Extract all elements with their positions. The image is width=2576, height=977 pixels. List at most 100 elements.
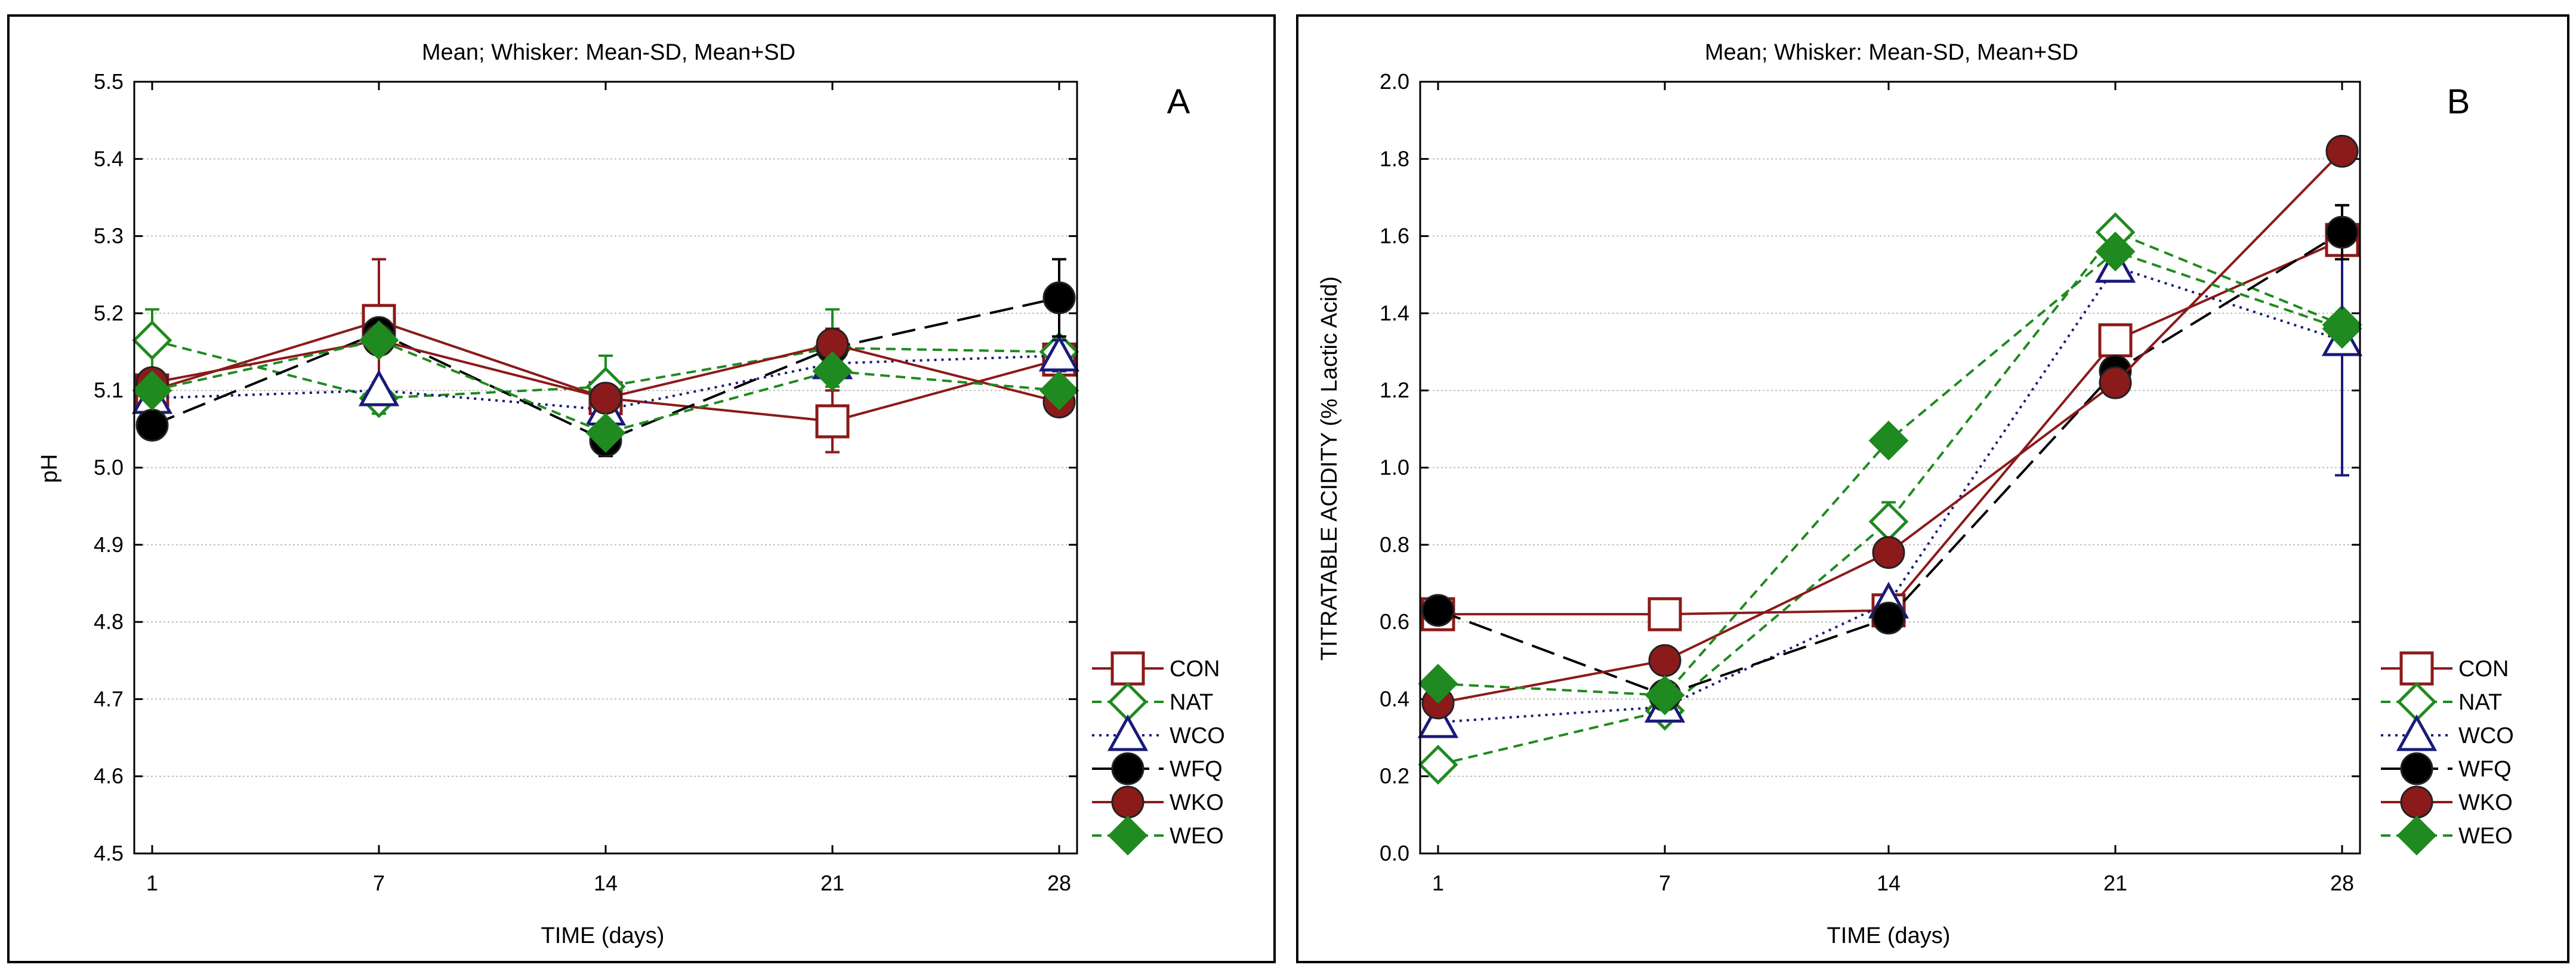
ytick-label: 1.2 <box>1380 378 1409 402</box>
panel-a-xlabel: TIME (days) <box>541 923 665 948</box>
data-point-wko <box>2099 366 2132 399</box>
xtick-label: 21 <box>2103 871 2127 895</box>
panel-b-ylabel: TITRATABLE ACIDITY (% Lactic Acid) <box>1317 276 1342 661</box>
legend-item-weo: WEO <box>1092 815 1224 856</box>
legend-label: NAT <box>2458 690 2502 715</box>
data-point-wko <box>1872 536 1905 569</box>
panel-a: Mean; Whisker: Mean-SD, Mean+SD A TIME (… <box>7 14 1276 963</box>
data-point-wfq <box>1042 281 1076 315</box>
data-point-weo <box>1868 420 1909 461</box>
legend-marker <box>2399 651 2434 686</box>
ytick-label: 1.0 <box>1380 455 1409 480</box>
xtick-label: 14 <box>594 871 618 895</box>
legend-label: WCO <box>1170 723 1225 748</box>
data-point-con <box>2098 323 2133 357</box>
legend-label: WCO <box>2458 723 2514 748</box>
legend-label: NAT <box>1170 690 1213 715</box>
panel-b-yticks: 0.0 0.2 0.4 0.6 0.8 1.0 1.2 1.4 1.6 1.8 2.0 <box>1380 69 2360 865</box>
series-line-wco <box>152 355 1060 411</box>
data-point-wco <box>1417 701 1459 738</box>
legend-label: WEO <box>2458 824 2513 849</box>
legend-marker <box>2400 785 2433 819</box>
legend-item-con: CON <box>2381 651 2509 686</box>
legend-marker <box>1111 785 1144 819</box>
data-point-weo <box>2322 309 2362 349</box>
ytick-label: 0.6 <box>1380 609 1409 634</box>
ytick-label: 5.4 <box>94 146 124 171</box>
data-point-con <box>815 404 850 439</box>
legend-label: WKO <box>1170 790 1224 815</box>
panel-b-frame <box>1296 14 2569 963</box>
legend-item-con: CON <box>1092 651 1220 686</box>
data-point-wko <box>589 381 622 415</box>
panel-b-letter: B <box>2447 82 2470 121</box>
ytick-label: 2.0 <box>1380 69 1409 94</box>
legend-marker <box>1107 714 1149 751</box>
panel-b-legend: CON NAT WCO WFQ WKO WEO <box>2381 651 2514 856</box>
legend-item-weo: WEO <box>2381 815 2513 856</box>
panel-b: Mean; Whisker: Mean-SD, Mean+SD B TIME (… <box>1296 14 2569 963</box>
ytick-label: 1.8 <box>1380 146 1409 171</box>
panel-b-series <box>1417 134 2363 785</box>
data-point-weo <box>1418 664 1458 704</box>
legend-item-wko: WKO <box>1092 785 1224 819</box>
data-point-con <box>1648 597 1682 631</box>
data-point-wfq <box>135 408 169 442</box>
legend-label: CON <box>1170 657 1220 682</box>
xtick-label: 28 <box>2330 871 2354 895</box>
data-point-wfq <box>2325 215 2359 249</box>
legend-item-wco: WCO <box>1092 714 1225 751</box>
panel-b-xticks: 1 7 14 21 28 <box>1432 82 2354 895</box>
ytick-label: 4.8 <box>94 609 124 634</box>
data-point-weo <box>1039 370 1079 411</box>
panel-b-title: Mean; Whisker: Mean-SD, Mean+SD <box>1705 40 2078 65</box>
data-point-nat <box>132 320 172 360</box>
xtick-label: 1 <box>1432 871 1444 895</box>
panel-a-xticks: 1 7 14 21 28 <box>146 82 1071 895</box>
panel-a-ylabel: pH <box>37 454 62 483</box>
data-point-weo <box>2095 232 2136 272</box>
ytick-label: 5.3 <box>94 224 124 248</box>
ytick-label: 1.6 <box>1380 224 1409 248</box>
legend-marker <box>2396 815 2437 856</box>
data-point-wko <box>1648 644 1682 677</box>
data-point-wfq <box>1421 594 1455 627</box>
legend-label: CON <box>2458 657 2509 682</box>
data-point-wco <box>1038 334 1080 372</box>
ytick-label: 0.4 <box>1380 686 1409 711</box>
panel-a-yticks: 4.5 4.6 4.7 4.8 4.9 5.0 5.1 5.2 5.3 5.4 5.5 <box>94 69 1077 865</box>
data-point-wfq <box>1872 602 1905 635</box>
series-line-wfq <box>152 297 1060 442</box>
legend-item-wfq: WFQ <box>2381 752 2512 785</box>
data-point-nat <box>1418 744 1458 785</box>
ytick-label: 0.2 <box>1380 764 1409 788</box>
panel-a-legend: CON NAT WCO WFQ WKO WEO <box>1092 651 1225 856</box>
legend-marker <box>2400 752 2433 785</box>
ytick-label: 5.5 <box>94 69 124 94</box>
ytick-label: 4.7 <box>94 686 124 711</box>
ytick-label: 0.8 <box>1380 532 1409 557</box>
legend-item-wfq: WFQ <box>1092 752 1223 785</box>
data-point-weo <box>359 320 399 360</box>
series-weo <box>132 320 1079 453</box>
ytick-label: 4.9 <box>94 532 124 557</box>
xtick-label: 21 <box>820 871 844 895</box>
ytick-label: 0.0 <box>1380 841 1409 865</box>
data-point-wco <box>358 369 400 406</box>
panel-a-title: Mean; Whisker: Mean-SD, Mean+SD <box>422 40 795 65</box>
legend-marker <box>2396 714 2438 751</box>
panel-a-letter: A <box>1167 82 1190 121</box>
ytick-label: 1.4 <box>1380 301 1409 325</box>
series-weo <box>1418 232 2362 716</box>
panel-a-frame <box>7 14 1276 963</box>
panel-a-grid <box>134 158 1077 777</box>
legend-marker <box>1111 752 1144 785</box>
legend-label: WFQ <box>1170 757 1223 782</box>
ytick-label: 4.5 <box>94 841 124 865</box>
xtick-label: 1 <box>146 871 158 895</box>
data-point-weo <box>585 412 626 453</box>
legend-item-nat: NAT <box>2381 682 2502 722</box>
panel-a-series <box>131 258 1080 458</box>
xtick-label: 7 <box>373 871 385 895</box>
